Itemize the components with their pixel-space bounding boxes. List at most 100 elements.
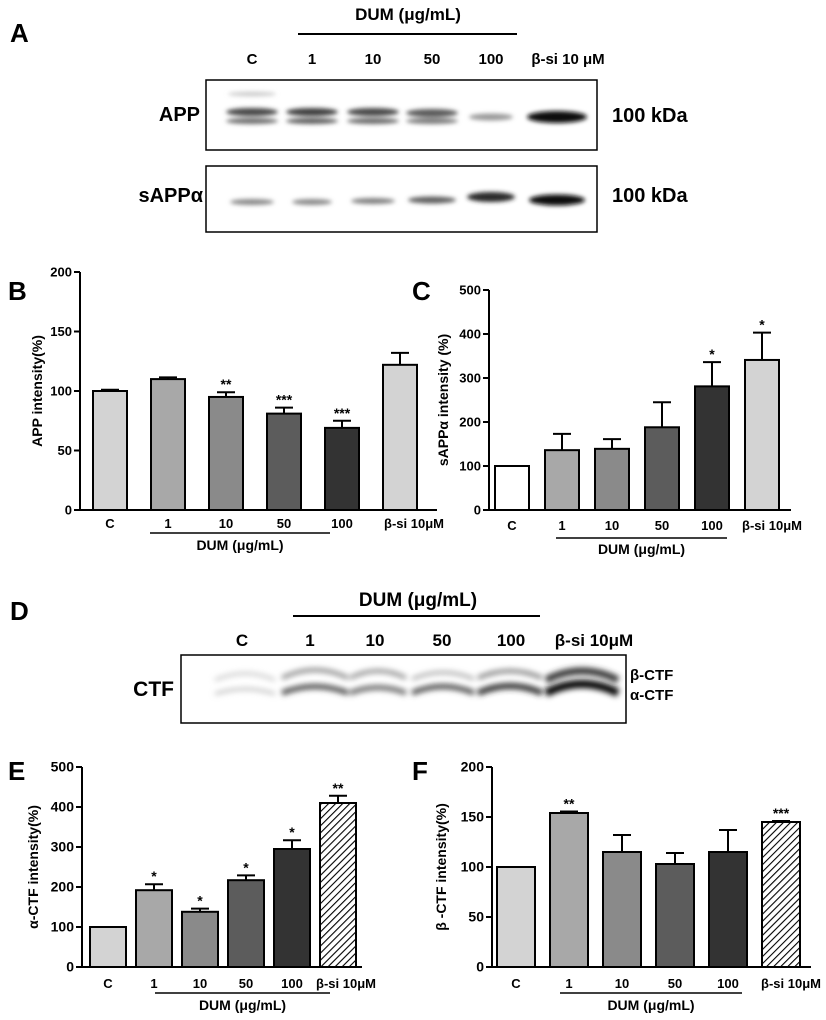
bar	[644, 426, 680, 511]
bar	[655, 863, 695, 968]
significance-label: *	[709, 346, 715, 362]
significance-label: ***	[334, 405, 351, 421]
category-label: 10	[219, 516, 233, 531]
y-tick-label: 500	[459, 283, 481, 298]
panel-a-lane-1: 1	[308, 51, 316, 68]
panel-d-lane-10: 10	[366, 631, 385, 650]
y-tick-label: 200	[50, 265, 72, 280]
y-tick-label: 400	[459, 327, 481, 342]
panel-a-lane-bsi: β-si 10 μM	[531, 51, 604, 68]
bar	[549, 812, 589, 968]
category-label: 50	[655, 518, 669, 533]
panel-a: A DUM (μg/mL) C 1 10 50 100 β-si 10 μM A…	[10, 5, 688, 233]
significance-label: *	[243, 859, 249, 875]
bar	[89, 926, 127, 968]
y-tick-label: 0	[474, 503, 481, 518]
blot-sappa-size: 100 kDa	[612, 185, 688, 207]
y-tick-label: 0	[66, 959, 74, 975]
y-tick-label: 400	[51, 799, 75, 815]
blot-ctf-alpha-label: α-CTF	[630, 687, 673, 704]
bar	[382, 363, 418, 511]
category-label: C	[507, 518, 517, 533]
category-label: 1	[150, 976, 157, 991]
y-axis-label: β -CTF intensity(%)	[433, 803, 449, 931]
y-tick-label: 150	[461, 809, 485, 825]
bar	[694, 385, 730, 511]
blot-sappa-label: sAPPα	[138, 185, 203, 207]
bar	[181, 910, 219, 968]
panel-letter-b: B	[8, 276, 27, 306]
significance-label: *	[151, 868, 157, 884]
significance-label: **	[333, 780, 344, 796]
category-label: 1	[565, 976, 572, 991]
y-tick-label: 200	[461, 759, 485, 775]
group-label: DUM (μg/mL)	[196, 537, 283, 553]
panel-a-lane-10: 10	[365, 51, 382, 68]
bar	[761, 821, 801, 968]
category-label: β-si 10μM	[384, 516, 444, 531]
blot-ctf-beta-label: β-CTF	[630, 667, 673, 684]
category-label: 50	[239, 976, 253, 991]
blot-ctf-label: CTF	[133, 678, 174, 701]
bar	[594, 447, 630, 511]
group-label: DUM (μg/mL)	[598, 541, 685, 557]
bar	[496, 866, 536, 968]
category-label: C	[105, 516, 115, 531]
panel-d-lane-bsi: β-si 10μM	[555, 631, 633, 650]
chart-f: F 0 50 100 150 200 β -CTF intensity(%) C ** 1 10 50…	[412, 756, 821, 1013]
panel-a-letter: A	[10, 18, 29, 48]
bar	[227, 879, 265, 969]
panel-a-group-label: DUM (μg/mL)	[355, 5, 461, 24]
bar	[208, 395, 244, 512]
bar	[266, 412, 302, 511]
bar	[602, 851, 642, 968]
group-label: DUM (μg/mL)	[607, 997, 694, 1013]
category-label: β-si 10μM	[761, 976, 821, 991]
bar	[544, 449, 580, 512]
y-tick-label: 0	[65, 503, 72, 518]
category-label: β-si 10μM	[742, 518, 802, 533]
panel-a-lane-100: 100	[478, 51, 503, 68]
significance-label: ***	[276, 392, 293, 408]
category-label: 100	[331, 516, 353, 531]
y-tick-label: 100	[51, 919, 75, 935]
category-label: 10	[193, 976, 207, 991]
blot-app-bands	[226, 91, 587, 124]
y-tick-label: 500	[51, 759, 75, 775]
panel-d-lane-1: 1	[305, 631, 314, 650]
y-tick-label: 150	[50, 324, 72, 339]
y-tick-label: 100	[459, 459, 481, 474]
category-label: C	[103, 976, 113, 991]
bar	[150, 378, 186, 511]
significance-label: *	[197, 893, 203, 909]
panel-d-lane-c: C	[236, 631, 248, 650]
y-tick-label: 0	[476, 959, 484, 975]
panel-letter-c: C	[412, 276, 431, 306]
blot-app-label: APP	[159, 104, 200, 126]
category-label: C	[511, 976, 521, 991]
y-tick-label: 50	[58, 443, 72, 458]
panel-a-lane-c: C	[247, 51, 258, 68]
panel-d-lane-100: 100	[497, 631, 525, 650]
category-label: 10	[615, 976, 629, 991]
blot-app-size: 100 kDa	[612, 105, 688, 127]
significance-label: **	[564, 796, 575, 812]
significance-label: *	[759, 317, 765, 333]
category-label: β-si 10μM	[316, 976, 376, 991]
category-label: 50	[668, 976, 682, 991]
y-axis-label: APP intensity(%)	[29, 335, 45, 447]
bar	[744, 358, 780, 511]
category-label: 50	[277, 516, 291, 531]
bar	[273, 848, 311, 968]
bar	[319, 802, 357, 968]
blot-ctf-bands	[214, 667, 620, 697]
y-tick-label: 300	[459, 371, 481, 386]
y-axis-label: sAPPα intensity (%)	[435, 334, 451, 466]
chart-b: B 0 50 100 150 200 APP intensity(%) C 1 ** 10 *** 50…	[8, 265, 444, 554]
panel-letter-f: F	[412, 756, 428, 786]
category-label: 1	[558, 518, 565, 533]
y-axis-label: α-CTF intensity(%)	[25, 805, 41, 929]
y-tick-label: 200	[51, 879, 75, 895]
panel-d-lane-50: 50	[433, 631, 452, 650]
